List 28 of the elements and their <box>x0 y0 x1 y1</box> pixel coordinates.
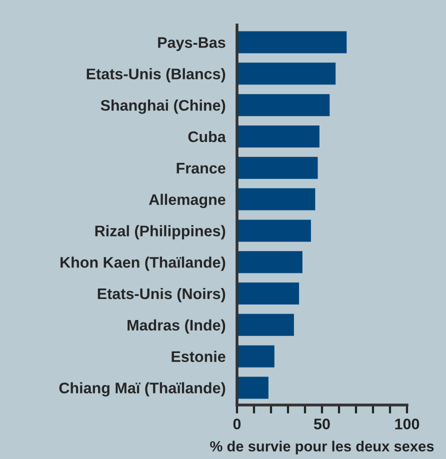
y-tick-label: Allemagne <box>149 194 226 208</box>
bar <box>237 220 311 242</box>
x-axis-title: % de survie pour les deux sexes <box>210 440 434 454</box>
x-tick-label: 0 <box>233 418 241 430</box>
bar <box>237 62 336 85</box>
y-tick-label: Rizal (Philippines) <box>95 225 226 240</box>
bar <box>237 345 274 368</box>
bar <box>237 314 294 336</box>
bar <box>237 94 330 116</box>
y-tick-label: Shanghai (Chine) <box>100 100 226 114</box>
bar <box>237 31 347 54</box>
y-tick-label: Etats-Unis (Blancs) <box>86 68 226 82</box>
y-tick-label: Etats-Unis (Noirs) <box>98 288 226 302</box>
y-tick-label: Pays-Bas <box>158 37 226 51</box>
y-tick-label: Chiang Maï (Thaïlande) <box>59 382 226 396</box>
bar <box>237 376 268 399</box>
y-tick-label: Khon Kaen (Thaïlande) <box>60 256 226 271</box>
bar <box>237 188 316 210</box>
bar <box>237 282 300 305</box>
bar <box>237 125 320 148</box>
x-tick-label: 50 <box>314 418 330 430</box>
y-tick-label: Madras (Inde) <box>128 319 226 334</box>
bar <box>237 251 302 274</box>
y-tick-label: France <box>176 162 226 174</box>
y-tick-label: Cuba <box>188 130 226 142</box>
bar <box>237 156 318 179</box>
y-tick-label: Estonie <box>172 350 226 362</box>
x-tick-label: 100 <box>395 418 420 430</box>
